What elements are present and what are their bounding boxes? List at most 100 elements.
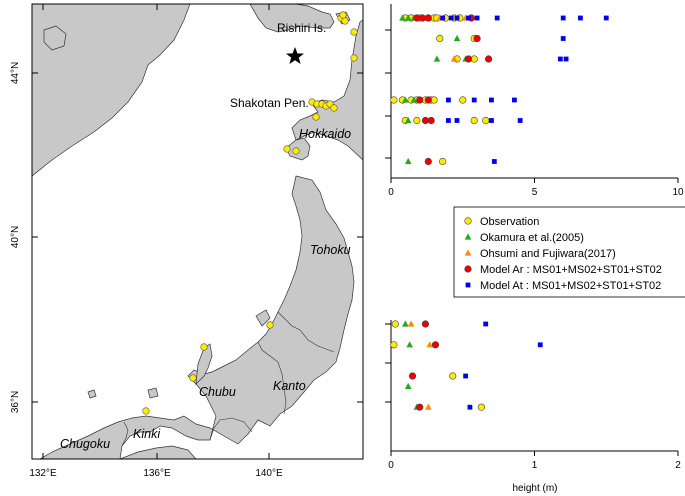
border-chubu-kanto <box>257 341 287 415</box>
star-icon <box>286 47 304 64</box>
obs-point <box>339 11 347 19</box>
chart-bottom-marks <box>390 320 543 411</box>
mainland-asia <box>32 4 191 177</box>
point-model-at-ms01-ms02-st01-st02 <box>440 15 446 21</box>
point-ohsumi-and-fujiwara-2017 <box>426 341 434 348</box>
islet-w <box>87 389 97 399</box>
point-model-ar-ms01-ms02-st01-st02 <box>408 372 417 380</box>
point-observation <box>413 116 421 125</box>
x-tick-label: 0 <box>388 460 394 471</box>
legend-marker-observation <box>464 217 472 225</box>
point-okamura-et-al-2005 <box>404 14 412 21</box>
place-label-shakotan: Shakotan Pen. <box>230 96 309 110</box>
point-okamura-et-al-2005 <box>404 116 412 124</box>
point-observation <box>390 96 398 104</box>
point-okamura-et-al-2005 <box>404 382 412 389</box>
legend-label: Model Ar : MS01+MS02+ST01+ST02 <box>480 264 662 276</box>
legend-marker-ohsumi-and-fujiwara-2017 <box>464 249 472 256</box>
point-model-ar-ms01-ms02-st01-st02 <box>427 116 435 125</box>
point-model-at-ms01-ms02-st01-st02 <box>517 118 523 123</box>
point-okamura-et-al-2005 <box>453 34 461 42</box>
point-okamura-et-al-2005 <box>410 96 418 103</box>
point-okamura-et-al-2005 <box>404 157 412 165</box>
obs-point <box>330 104 338 112</box>
region-borders <box>121 311 335 447</box>
obs-point <box>283 145 291 153</box>
obs-point <box>341 17 349 25</box>
point-model-at-ms01-ms02-st01-st02 <box>537 342 543 348</box>
chart-bottom-xlabel: height (m) <box>512 483 557 494</box>
point-model-ar-ms01-ms02-st01-st02 <box>416 403 424 411</box>
point-model-ar-ms01-ms02-st01-st02 <box>424 14 432 22</box>
point-model-at-ms01-ms02-st01-st02 <box>603 15 609 21</box>
point-model-at-ms01-ms02-st01-st02 <box>454 118 460 123</box>
point-model-at-ms01-ms02-st01-st02 <box>560 15 566 21</box>
point-model-at-ms01-ms02-st01-st02 <box>446 97 451 103</box>
lat-label-44: 44°N <box>10 62 21 84</box>
point-model-at-ms01-ms02-st01-st02 <box>454 15 460 21</box>
legend-label: Model At : MS01+MS02+ST01+ST02 <box>480 280 661 292</box>
x-tick-label: 2 <box>675 460 681 471</box>
point-model-at-ms01-ms02-st01-st02 <box>448 15 454 21</box>
obs-point <box>292 147 300 155</box>
region-label-kanto: Kanto <box>273 379 306 393</box>
point-model-at-ms01-ms02-st01-st02 <box>563 56 569 62</box>
sakhalin-island <box>249 4 335 33</box>
x-tick-label: 10 <box>672 187 684 198</box>
point-model-at-ms01-ms02-st01-st02 <box>483 321 489 327</box>
x-tick-label: 5 <box>532 187 538 198</box>
point-model-at-ms01-ms02-st01-st02 <box>471 97 477 103</box>
point-model-at-ms01-ms02-st01-st02 <box>466 15 471 21</box>
chart-top-y-ticks <box>385 29 391 159</box>
border-tohoku-kanto <box>277 311 335 353</box>
point-model-at-ms01-ms02-st01-st02 <box>446 118 451 123</box>
point-observation <box>439 157 447 166</box>
lat-label-40: 40°N <box>10 226 21 248</box>
lon-label-136: 136°E <box>143 468 171 479</box>
border-chugoku-kinki <box>121 421 129 447</box>
region-label-tohoku: Tohoku <box>310 243 351 257</box>
obs-point <box>189 374 197 382</box>
point-model-ar-ms01-ms02-st01-st02 <box>473 34 481 43</box>
chart-top-marks <box>390 14 609 166</box>
legend-marker-okamura-et-al-2005 <box>464 233 472 240</box>
point-model-at-ms01-ms02-st01-st02 <box>560 36 566 41</box>
point-observation <box>459 96 467 104</box>
point-observation <box>391 320 399 328</box>
point-model-at-ms01-ms02-st01-st02 <box>578 15 583 21</box>
point-observation <box>449 372 457 380</box>
point-model-at-ms01-ms02-st01-st02 <box>512 97 517 103</box>
point-model-at-ms01-ms02-st01-st02 <box>489 118 494 123</box>
sado-island <box>255 309 271 327</box>
point-model-ar-ms01-ms02-st01-st02 <box>421 320 430 328</box>
point-model-at-ms01-ms02-st01-st02 <box>557 56 563 62</box>
point-model-at-ms01-ms02-st01-st02 <box>494 15 500 21</box>
point-model-ar-ms01-ms02-st01-st02 <box>424 157 432 166</box>
legend: Observation Okamura et al.(2005) Ohsumi an… <box>453 206 685 298</box>
point-model-at-ms01-ms02-st01-st02 <box>474 15 480 21</box>
legend-label: Ohsumi and Fujiwara(2017) <box>480 248 616 260</box>
point-observation <box>390 341 398 349</box>
point-ohsumi-and-fujiwara-2017 <box>450 55 458 62</box>
map-panel: 44°N 40°N 36°N 132°E 136°E 140°E <box>10 3 364 479</box>
point-observation <box>482 116 490 125</box>
point-observation <box>470 116 478 125</box>
point-okamura-et-al-2005 <box>406 341 413 348</box>
point-okamura-et-al-2005 <box>433 55 441 62</box>
region-label-kinki: Kinki <box>133 427 161 441</box>
obs-point <box>312 113 320 121</box>
chart-bottom-y-ticks <box>385 323 391 403</box>
point-model-at-ms01-ms02-st01-st02 <box>489 97 494 103</box>
map-frame <box>31 3 364 460</box>
obs-point <box>350 54 358 62</box>
obs-point <box>142 407 150 415</box>
chart-bottom: 0 1 2 height (m) <box>385 320 681 494</box>
point-okamura-et-al-2005 <box>402 96 409 103</box>
map-lat-ticks <box>32 4 363 459</box>
chart-bottom-x-ticks: 0 1 2 <box>388 451 681 471</box>
observation-points <box>142 11 358 415</box>
honshu-island <box>39 175 355 459</box>
obs-point <box>266 321 274 329</box>
lon-label-132: 132°E <box>29 468 57 479</box>
